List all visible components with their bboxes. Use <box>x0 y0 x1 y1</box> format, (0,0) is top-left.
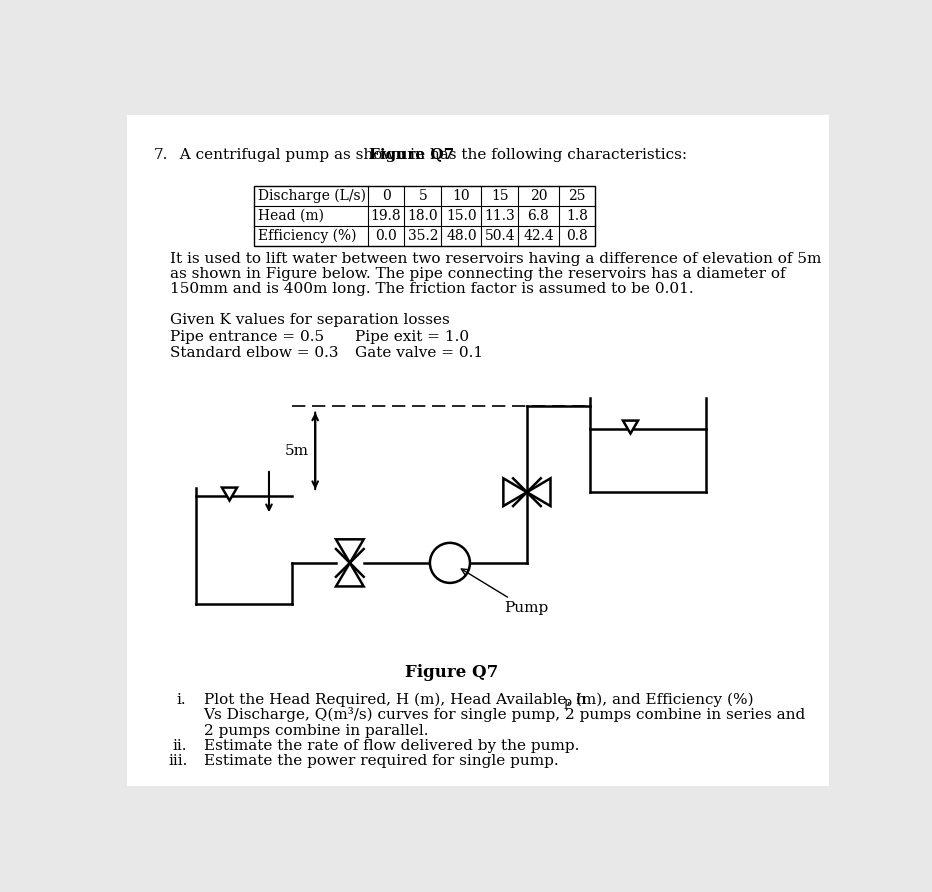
Text: Standard elbow = 0.3: Standard elbow = 0.3 <box>171 345 339 359</box>
Text: It is used to lift water between two reservoirs having a difference of elevation: It is used to lift water between two res… <box>171 252 822 266</box>
Text: has the following characteristics:: has the following characteristics: <box>424 148 687 162</box>
Polygon shape <box>336 563 363 586</box>
Text: 15: 15 <box>491 188 509 202</box>
Text: as shown in Figure below. The pipe connecting the reservoirs has a diameter of: as shown in Figure below. The pipe conne… <box>171 267 786 281</box>
Text: 5: 5 <box>418 188 428 202</box>
Text: 7.: 7. <box>154 148 168 162</box>
Text: 0: 0 <box>381 188 391 202</box>
Text: 0.0: 0.0 <box>376 228 397 243</box>
Circle shape <box>430 543 470 582</box>
Polygon shape <box>503 478 527 506</box>
Text: Figure Q7: Figure Q7 <box>369 148 454 162</box>
Text: 0.8: 0.8 <box>566 228 588 243</box>
Text: p: p <box>563 696 571 709</box>
Bar <box>254 186 596 245</box>
Text: 42.4: 42.4 <box>523 228 554 243</box>
Text: i.: i. <box>176 693 186 706</box>
Text: (m), and Efficiency (%): (m), and Efficiency (%) <box>570 692 753 706</box>
Text: Head (m): Head (m) <box>258 209 324 223</box>
Text: 6.8: 6.8 <box>528 209 549 223</box>
Text: A centrifugal pump as shown in: A centrifugal pump as shown in <box>171 148 431 162</box>
Text: Vs Discharge, Q(m³/s) curves for single pump, 2 pumps combine in series and: Vs Discharge, Q(m³/s) curves for single … <box>203 707 806 723</box>
Text: ii.: ii. <box>172 739 187 753</box>
Text: 19.8: 19.8 <box>371 209 402 223</box>
Text: Pump: Pump <box>461 569 548 615</box>
Text: 35.2: 35.2 <box>407 228 438 243</box>
Text: 50.4: 50.4 <box>485 228 515 243</box>
Text: 20: 20 <box>529 188 547 202</box>
Text: Given K values for separation losses: Given K values for separation losses <box>171 313 450 327</box>
Polygon shape <box>623 421 638 434</box>
Text: Discharge (L/s): Discharge (L/s) <box>258 188 366 202</box>
Polygon shape <box>336 540 363 563</box>
Text: 25: 25 <box>569 188 585 202</box>
FancyBboxPatch shape <box>127 115 829 786</box>
Polygon shape <box>527 478 551 506</box>
Text: Estimate the rate of flow delivered by the pump.: Estimate the rate of flow delivered by t… <box>203 739 579 753</box>
Text: Figure Q7: Figure Q7 <box>404 664 498 681</box>
Text: Gate valve = 0.1: Gate valve = 0.1 <box>355 345 484 359</box>
Text: Estimate the power required for single pump.: Estimate the power required for single p… <box>203 755 558 768</box>
Text: 15.0: 15.0 <box>446 209 477 223</box>
Text: 1.8: 1.8 <box>566 209 588 223</box>
Text: 5m: 5m <box>284 444 308 458</box>
Text: 10: 10 <box>453 188 471 202</box>
Text: Pipe exit = 1.0: Pipe exit = 1.0 <box>355 330 470 344</box>
Text: 2 pumps combine in parallel.: 2 pumps combine in parallel. <box>203 723 428 738</box>
Text: 150mm and is 400m long. The friction factor is assumed to be 0.01.: 150mm and is 400m long. The friction fac… <box>171 283 694 296</box>
Polygon shape <box>222 488 237 500</box>
Text: 18.0: 18.0 <box>407 209 438 223</box>
Text: Efficiency (%): Efficiency (%) <box>258 228 357 243</box>
Text: iii.: iii. <box>169 755 188 768</box>
Text: Plot the Head Required, H (m), Head Available, h: Plot the Head Required, H (m), Head Avai… <box>203 692 585 706</box>
Text: 11.3: 11.3 <box>485 209 515 223</box>
Text: 48.0: 48.0 <box>446 228 477 243</box>
Text: Pipe entrance = 0.5: Pipe entrance = 0.5 <box>171 330 324 344</box>
